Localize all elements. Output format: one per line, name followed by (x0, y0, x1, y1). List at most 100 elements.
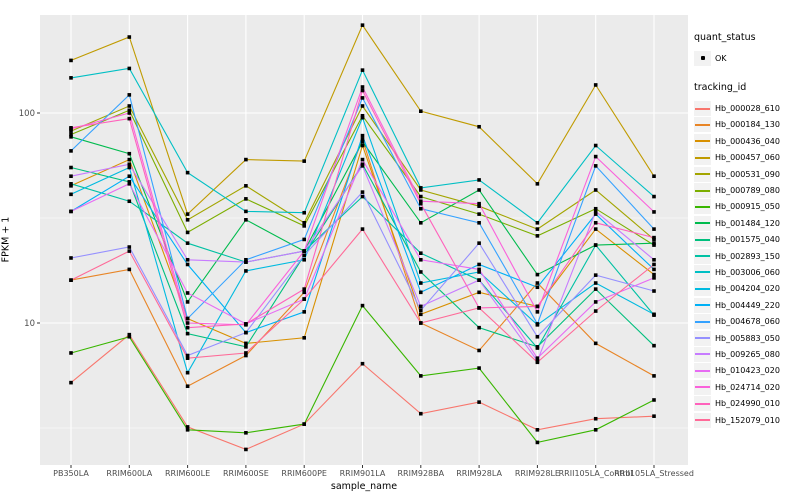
data-point (419, 290, 423, 295)
data-point (302, 249, 306, 253)
legend-item-Hb_004204_020: Hb_004204_020 (694, 281, 800, 297)
data-point (69, 149, 73, 153)
data-point (185, 212, 190, 216)
data-point (535, 310, 540, 314)
data-point (652, 241, 656, 245)
legend-item-Hb_000028_610: Hb_000028_610 (694, 100, 800, 117)
y-tick-label: 100 (19, 109, 35, 119)
legend-tracking-id-title: tracking_id (694, 82, 747, 94)
data-point (127, 35, 132, 39)
data-point (535, 227, 540, 231)
data-point (360, 68, 365, 72)
legend-item-label: Hb_001575_040 (715, 235, 780, 245)
data-point (360, 23, 365, 27)
legend-key-box (694, 314, 711, 330)
series-color-line-icon (695, 287, 710, 290)
data-point (185, 384, 190, 389)
data-point (477, 204, 481, 208)
data-point (360, 139, 365, 144)
data-point (593, 188, 598, 192)
data-point (127, 116, 132, 121)
series-color-line-icon (695, 402, 710, 405)
data-point (69, 58, 73, 63)
data-point (477, 178, 481, 182)
data-point (185, 428, 190, 432)
data-point (593, 416, 598, 421)
series-color-line-icon (695, 156, 710, 159)
data-point (127, 151, 132, 156)
legend-item-label: Hb_024714_020 (715, 382, 780, 392)
legend-key-box (694, 166, 711, 182)
y-axis-title: FPKM + 1 (0, 216, 12, 263)
data-point (593, 143, 598, 148)
series-color-line-icon (695, 337, 710, 340)
legend-key-box (694, 133, 711, 149)
legend-key-box (694, 232, 711, 248)
data-point (244, 431, 248, 435)
y-tick-label: 10 (24, 319, 35, 329)
data-point (69, 182, 73, 186)
data-point (360, 96, 365, 100)
data-point (360, 104, 365, 108)
legend-item-Hb_010423_020: Hb_010423_020 (694, 363, 800, 379)
data-point (535, 322, 540, 326)
data-point (477, 267, 481, 272)
data-point (593, 209, 598, 214)
series-color-line-icon (695, 320, 710, 323)
x-tick-label: RRII105LA_Stressed (614, 469, 694, 478)
data-point (593, 243, 598, 247)
x-tick-label: RRIM928LE (515, 469, 560, 478)
legend-item-label: Hb_000457_060 (715, 153, 780, 163)
legend-item-Hb_024990_010: Hb_024990_010 (694, 395, 800, 412)
data-point (127, 182, 132, 186)
data-point (127, 267, 132, 272)
data-point (652, 262, 656, 267)
legend-item-Hb_009265_080: Hb_009265_080 (694, 346, 800, 362)
legend-item-Hb_001575_040: Hb_001575_040 (694, 232, 800, 248)
data-point (535, 356, 540, 360)
x-tick-label: RRIM600LE (165, 469, 210, 478)
data-point (185, 425, 190, 429)
legend-key-box (694, 281, 711, 297)
data-point (535, 304, 540, 309)
data-point (652, 276, 656, 280)
data-point (69, 135, 73, 139)
series-color-line-icon (695, 173, 710, 176)
data-point (593, 83, 598, 87)
legend-item-Hb_000457_060: Hb_000457_060 (694, 150, 800, 166)
data-point (69, 132, 73, 137)
data-point (302, 290, 306, 295)
legend-item-label: Hb_001484_120 (715, 218, 780, 228)
data-point (69, 256, 73, 260)
data-point (593, 206, 598, 211)
data-point (127, 245, 132, 249)
legend-item-label: Hb_000915_050 (715, 202, 780, 212)
data-point (69, 351, 73, 355)
x-tick-label: RRIM600SE (223, 469, 269, 478)
legend-key-box (694, 346, 711, 362)
data-point (535, 346, 540, 350)
legend-item-label: Hb_010423_020 (715, 366, 780, 376)
data-point (419, 201, 423, 206)
data-point (360, 303, 365, 308)
data-point (593, 287, 598, 291)
data-point (593, 164, 598, 168)
data-point (593, 341, 598, 346)
legend-item-Hb_003006_060: Hb_003006_060 (694, 264, 800, 280)
legend-item-Hb_000436_040: Hb_000436_040 (694, 133, 800, 149)
legend-quant-status-title: quant_status (694, 32, 756, 43)
data-point (185, 241, 190, 245)
data-point (185, 300, 190, 304)
data-point (185, 325, 190, 330)
data-point (477, 348, 481, 353)
data-point (477, 201, 481, 206)
series-color-line-icon (695, 353, 710, 356)
legend-key-box (694, 183, 711, 199)
legend-item-label: Hb_004204_020 (715, 284, 780, 294)
data-point (652, 267, 656, 272)
data-point (652, 374, 656, 378)
series-color-line-icon (695, 369, 710, 372)
data-point (652, 272, 656, 277)
data-point (360, 85, 365, 89)
point-icon (700, 56, 705, 61)
